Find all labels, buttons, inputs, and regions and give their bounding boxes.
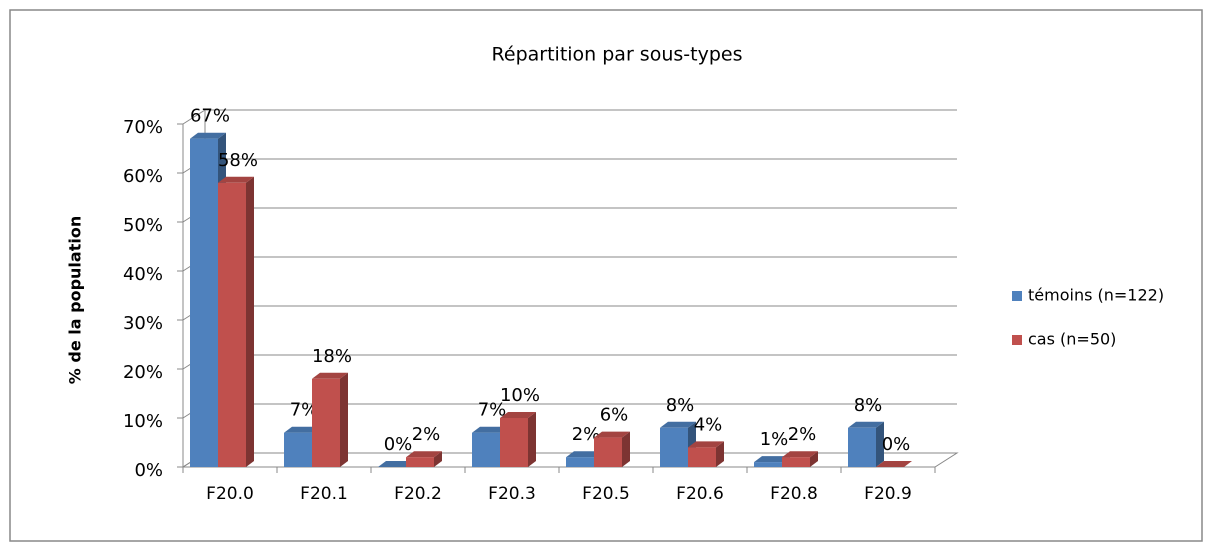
bar-top (500, 412, 536, 418)
bar (472, 432, 500, 467)
legend-swatch (1012, 291, 1022, 301)
y-tick-label: 40% (123, 264, 163, 285)
x-tick-label: F20.0 (206, 484, 254, 504)
bar-side (716, 441, 724, 467)
y-tick-label: 30% (123, 313, 163, 334)
value-label: 8% (854, 395, 883, 416)
bar-top (378, 461, 414, 467)
bar (688, 447, 716, 467)
chart-title: Répartition par sous-types (492, 44, 743, 66)
x-tick-label: F20.3 (488, 484, 536, 504)
x-tick-label: F20.8 (770, 484, 818, 504)
bar (312, 378, 340, 467)
bar-side (434, 451, 442, 467)
bar-side (246, 176, 254, 468)
bar-side (876, 421, 884, 467)
y-tick-label: 70% (123, 117, 163, 138)
bar-top (284, 426, 320, 433)
bar (660, 427, 688, 467)
x-tick-label: F20.6 (676, 484, 724, 504)
bar-top (566, 451, 602, 458)
bar (594, 437, 622, 467)
bar-top (782, 451, 818, 458)
y-tick-label: 50% (123, 215, 163, 236)
bar-top (688, 441, 724, 448)
value-label: 8% (666, 395, 695, 416)
x-tick-label: F20.9 (864, 484, 912, 504)
value-label: 6% (600, 405, 629, 426)
bar (284, 432, 312, 467)
bar-top (848, 421, 884, 428)
value-label: 0% (384, 434, 413, 455)
value-label: 67% (190, 106, 230, 127)
bar (848, 427, 876, 467)
value-label: 18% (312, 346, 352, 367)
y-tick-label: 10% (123, 411, 163, 432)
bar (754, 462, 782, 467)
bar (218, 182, 246, 468)
bar-top (660, 421, 696, 428)
value-label: 7% (478, 400, 507, 421)
value-label: 2% (572, 424, 601, 445)
bar-side (622, 431, 630, 467)
value-label: 4% (694, 414, 723, 435)
value-label: 1% (760, 429, 789, 450)
y-tick-label: 60% (123, 166, 163, 187)
bar-top (472, 426, 508, 433)
bar-top (594, 431, 630, 438)
bar-top (406, 451, 442, 458)
bar-top (190, 132, 226, 139)
x-tick-label: F20.5 (582, 484, 630, 504)
value-label: 2% (788, 424, 817, 445)
x-tick-label: F20.1 (300, 484, 348, 504)
bar-side (810, 451, 818, 467)
value-label: 0% (882, 434, 911, 455)
bar-side (528, 412, 536, 467)
value-label: 2% (412, 424, 441, 445)
value-label: 58% (218, 150, 258, 171)
bar (500, 418, 528, 467)
legend-label: témoins (n=122) (1028, 286, 1164, 305)
bar (190, 138, 218, 467)
legend-swatch (1012, 335, 1022, 345)
bar (406, 457, 434, 467)
y-axis-label: % de la population (66, 216, 85, 384)
value-label: 7% (290, 400, 319, 421)
y-tick-label: 0% (134, 460, 163, 481)
bar-side (340, 372, 348, 467)
value-label: 10% (500, 385, 540, 406)
bar (566, 457, 594, 467)
bar (782, 457, 810, 467)
bar-top (876, 461, 912, 467)
bar-top (754, 456, 790, 463)
x-tick-label: F20.2 (394, 484, 442, 504)
bar-top (218, 176, 254, 183)
y-tick-label: 20% (123, 362, 163, 383)
legend-label: cas (n=50) (1028, 330, 1116, 349)
bar-top (312, 372, 348, 379)
